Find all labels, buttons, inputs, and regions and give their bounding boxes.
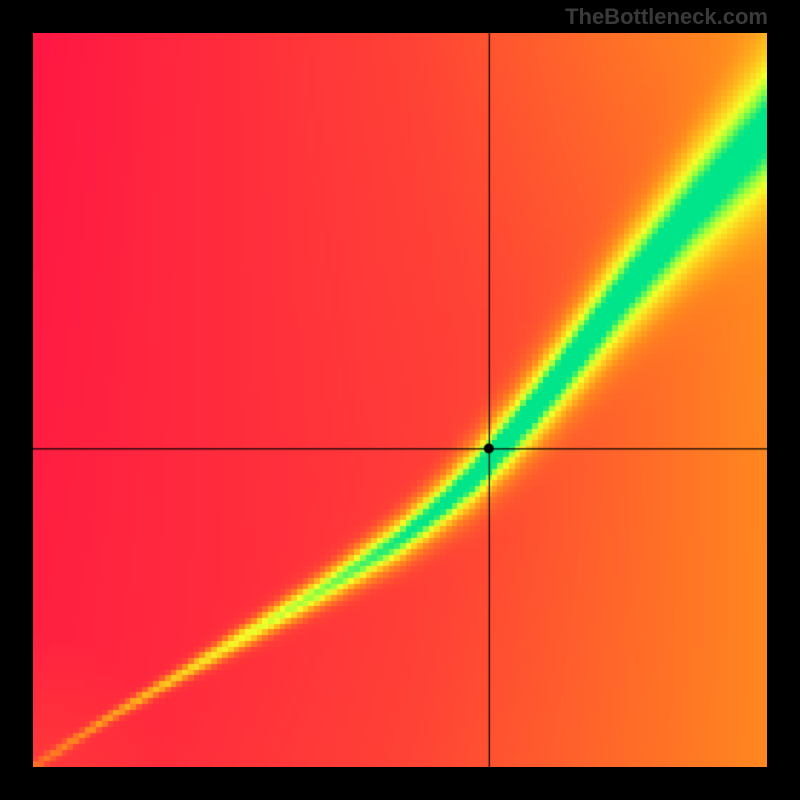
source-watermark: TheBottleneck.com (565, 4, 768, 30)
figure-root: TheBottleneck.com (0, 0, 800, 800)
heatmap-canvas (33, 33, 767, 767)
